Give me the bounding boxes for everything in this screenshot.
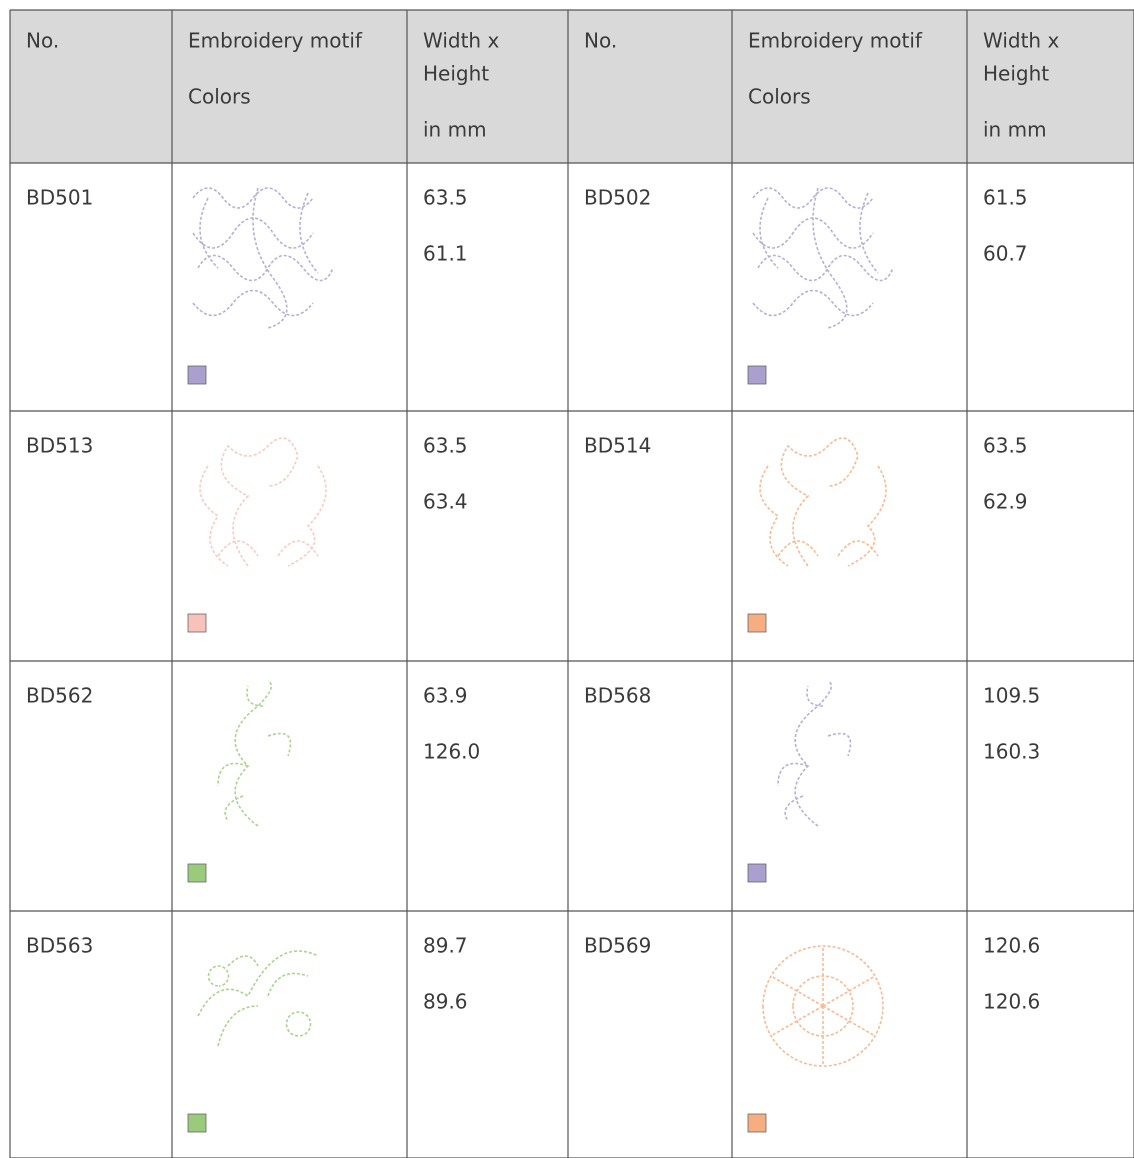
item-number: BD568 [584, 684, 651, 708]
header-text: Embroidery motif [188, 29, 363, 53]
color-swatch [187, 365, 207, 385]
header-text: No. [26, 29, 59, 53]
table-cell-group: BD501 63.5 61.1 [26, 186, 468, 385]
width-value: 63.9 [423, 684, 468, 708]
width-value: 63.5 [983, 434, 1028, 458]
header-text: Height [423, 62, 489, 86]
table-cell-group: BD514 63.5 62.9 [584, 434, 1028, 633]
header-row: No. Embroidery motif Colors Width x Height in… [26, 29, 1059, 142]
item-number: BD513 [26, 434, 93, 458]
height-value: 160.3 [983, 740, 1040, 764]
header-text: in mm [983, 118, 1047, 142]
header-text: Width x [423, 29, 499, 53]
table-cell-group: BD563 89.7 89.6 [26, 934, 468, 1133]
color-swatch [187, 863, 207, 883]
motif-image [752, 187, 894, 329]
color-swatch [187, 1113, 207, 1133]
table-cell-group: BD569 120.6 120.6 [584, 934, 1040, 1133]
header-text: in mm [423, 118, 487, 142]
color-swatch [187, 613, 207, 633]
color-swatch [747, 863, 767, 883]
motif-image [192, 187, 334, 329]
header-background [10, 10, 1134, 163]
height-value: 126.0 [423, 740, 480, 764]
width-value: 109.5 [983, 684, 1040, 708]
width-value: 63.5 [423, 434, 468, 458]
header-text: Width x [983, 29, 1059, 53]
grid [9, 9, 1134, 1158]
color-swatch [747, 613, 767, 633]
table-cell-group: BD562 63.9 126.0 [26, 680, 480, 883]
header-text: Embroidery motif [748, 29, 923, 53]
width-value: 63.5 [423, 186, 468, 210]
item-number: BD502 [584, 186, 651, 210]
height-value: 61.1 [423, 242, 468, 266]
width-value: 61.5 [983, 186, 1028, 210]
height-value: 60.7 [983, 242, 1028, 266]
motif-image [199, 437, 327, 567]
motif-image [217, 680, 292, 827]
header-text: Colors [188, 85, 251, 109]
height-value: 63.4 [423, 490, 468, 514]
header-text: No. [584, 29, 617, 53]
item-number: BD569 [584, 934, 651, 958]
color-swatch [747, 365, 767, 385]
motif-image [759, 437, 887, 567]
motif-image [777, 680, 852, 827]
table-cell-group: BD502 61.5 60.7 [584, 186, 1028, 385]
height-value: 120.6 [983, 990, 1040, 1014]
item-number: BD563 [26, 934, 93, 958]
item-number: BD562 [26, 684, 93, 708]
width-value: 120.6 [983, 934, 1040, 958]
width-value: 89.7 [423, 934, 468, 958]
height-value: 89.6 [423, 990, 468, 1014]
motif-image [762, 945, 884, 1067]
header-text: Colors [748, 85, 811, 109]
item-number: BD501 [26, 186, 93, 210]
item-number: BD514 [584, 434, 651, 458]
header-text: Height [983, 62, 1049, 86]
table-cell-group: BD513 63.5 63.4 [26, 434, 468, 633]
color-swatch [747, 1113, 767, 1133]
height-value: 62.9 [983, 490, 1028, 514]
table-cell-group: BD568 109.5 160.3 [584, 680, 1040, 883]
motif-image [197, 950, 319, 1047]
